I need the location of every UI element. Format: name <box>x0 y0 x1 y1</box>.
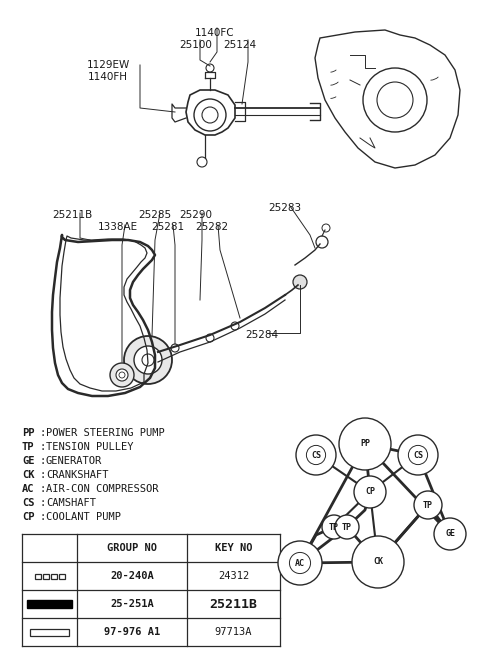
Text: AC: AC <box>22 484 35 494</box>
Bar <box>30 629 69 635</box>
Circle shape <box>116 369 128 381</box>
Text: TP: TP <box>423 500 433 510</box>
Text: 25284: 25284 <box>245 330 278 340</box>
Text: 1338AE: 1338AE <box>98 222 138 232</box>
Text: 25211B: 25211B <box>209 597 257 610</box>
Bar <box>35 574 40 578</box>
Text: CRANKSHAFT: CRANKSHAFT <box>46 470 108 480</box>
Text: 25124: 25124 <box>223 40 257 50</box>
Text: 25281: 25281 <box>151 222 185 232</box>
Text: CS: CS <box>22 498 35 508</box>
Circle shape <box>352 536 404 588</box>
Text: 1140FC: 1140FC <box>195 28 235 38</box>
Text: PP: PP <box>22 428 35 438</box>
Circle shape <box>293 275 307 289</box>
Text: 97-976 A1: 97-976 A1 <box>104 627 160 637</box>
Text: :: : <box>40 498 52 508</box>
Text: TP: TP <box>22 442 35 452</box>
Text: :: : <box>40 456 52 466</box>
Circle shape <box>231 322 239 330</box>
Text: 25285: 25285 <box>138 210 171 220</box>
Circle shape <box>134 346 162 374</box>
Circle shape <box>322 515 346 539</box>
Text: PP: PP <box>360 440 370 449</box>
Bar <box>50 574 57 578</box>
Circle shape <box>171 344 179 352</box>
Text: GE: GE <box>22 456 35 466</box>
Circle shape <box>339 418 391 470</box>
Text: :: : <box>40 442 52 452</box>
Text: GENERATOR: GENERATOR <box>46 456 102 466</box>
Text: CP: CP <box>365 487 375 496</box>
Circle shape <box>124 336 172 384</box>
Circle shape <box>206 334 214 342</box>
Text: CS: CS <box>311 451 321 460</box>
Text: 25290: 25290 <box>180 210 213 220</box>
Text: TP: TP <box>342 523 352 531</box>
Bar <box>43 574 48 578</box>
Text: TP: TP <box>329 523 339 531</box>
Bar <box>27 600 72 608</box>
Text: GE: GE <box>445 529 455 538</box>
Text: :: : <box>40 484 52 494</box>
Text: 25-251A: 25-251A <box>110 599 154 609</box>
Text: CP: CP <box>22 512 35 522</box>
Circle shape <box>278 541 322 585</box>
Text: :: : <box>40 470 52 480</box>
Text: :: : <box>40 428 52 438</box>
Text: 25283: 25283 <box>268 203 301 213</box>
Text: AC: AC <box>295 559 305 567</box>
Text: 20-240A: 20-240A <box>110 571 154 581</box>
Circle shape <box>398 435 438 475</box>
Text: CAMSHAFT: CAMSHAFT <box>46 498 96 508</box>
Circle shape <box>296 435 336 475</box>
Text: 97713A: 97713A <box>215 627 252 637</box>
Text: 25100: 25100 <box>180 40 213 50</box>
Bar <box>59 574 64 578</box>
Text: CS: CS <box>413 451 423 460</box>
Text: POWER STEERING PUMP: POWER STEERING PUMP <box>46 428 165 438</box>
Text: 1140FH: 1140FH <box>88 72 128 82</box>
Circle shape <box>434 518 466 550</box>
Text: 1129EW: 1129EW <box>86 60 130 70</box>
Text: AIR-CON COMPRESSOR: AIR-CON COMPRESSOR <box>46 484 158 494</box>
Circle shape <box>414 491 442 519</box>
Text: CK: CK <box>22 470 35 480</box>
Text: 25282: 25282 <box>195 222 228 232</box>
Text: 24312: 24312 <box>218 571 249 581</box>
Text: 25211B: 25211B <box>52 210 92 220</box>
Circle shape <box>354 476 386 508</box>
Text: CK: CK <box>373 557 383 567</box>
Circle shape <box>335 515 359 539</box>
Text: KEY NO: KEY NO <box>215 543 252 553</box>
Text: GROUP NO: GROUP NO <box>107 543 157 553</box>
Text: COOLANT PUMP: COOLANT PUMP <box>46 512 121 522</box>
Text: :: : <box>40 512 52 522</box>
Circle shape <box>110 363 134 387</box>
Text: TENSION PULLEY: TENSION PULLEY <box>46 442 133 452</box>
